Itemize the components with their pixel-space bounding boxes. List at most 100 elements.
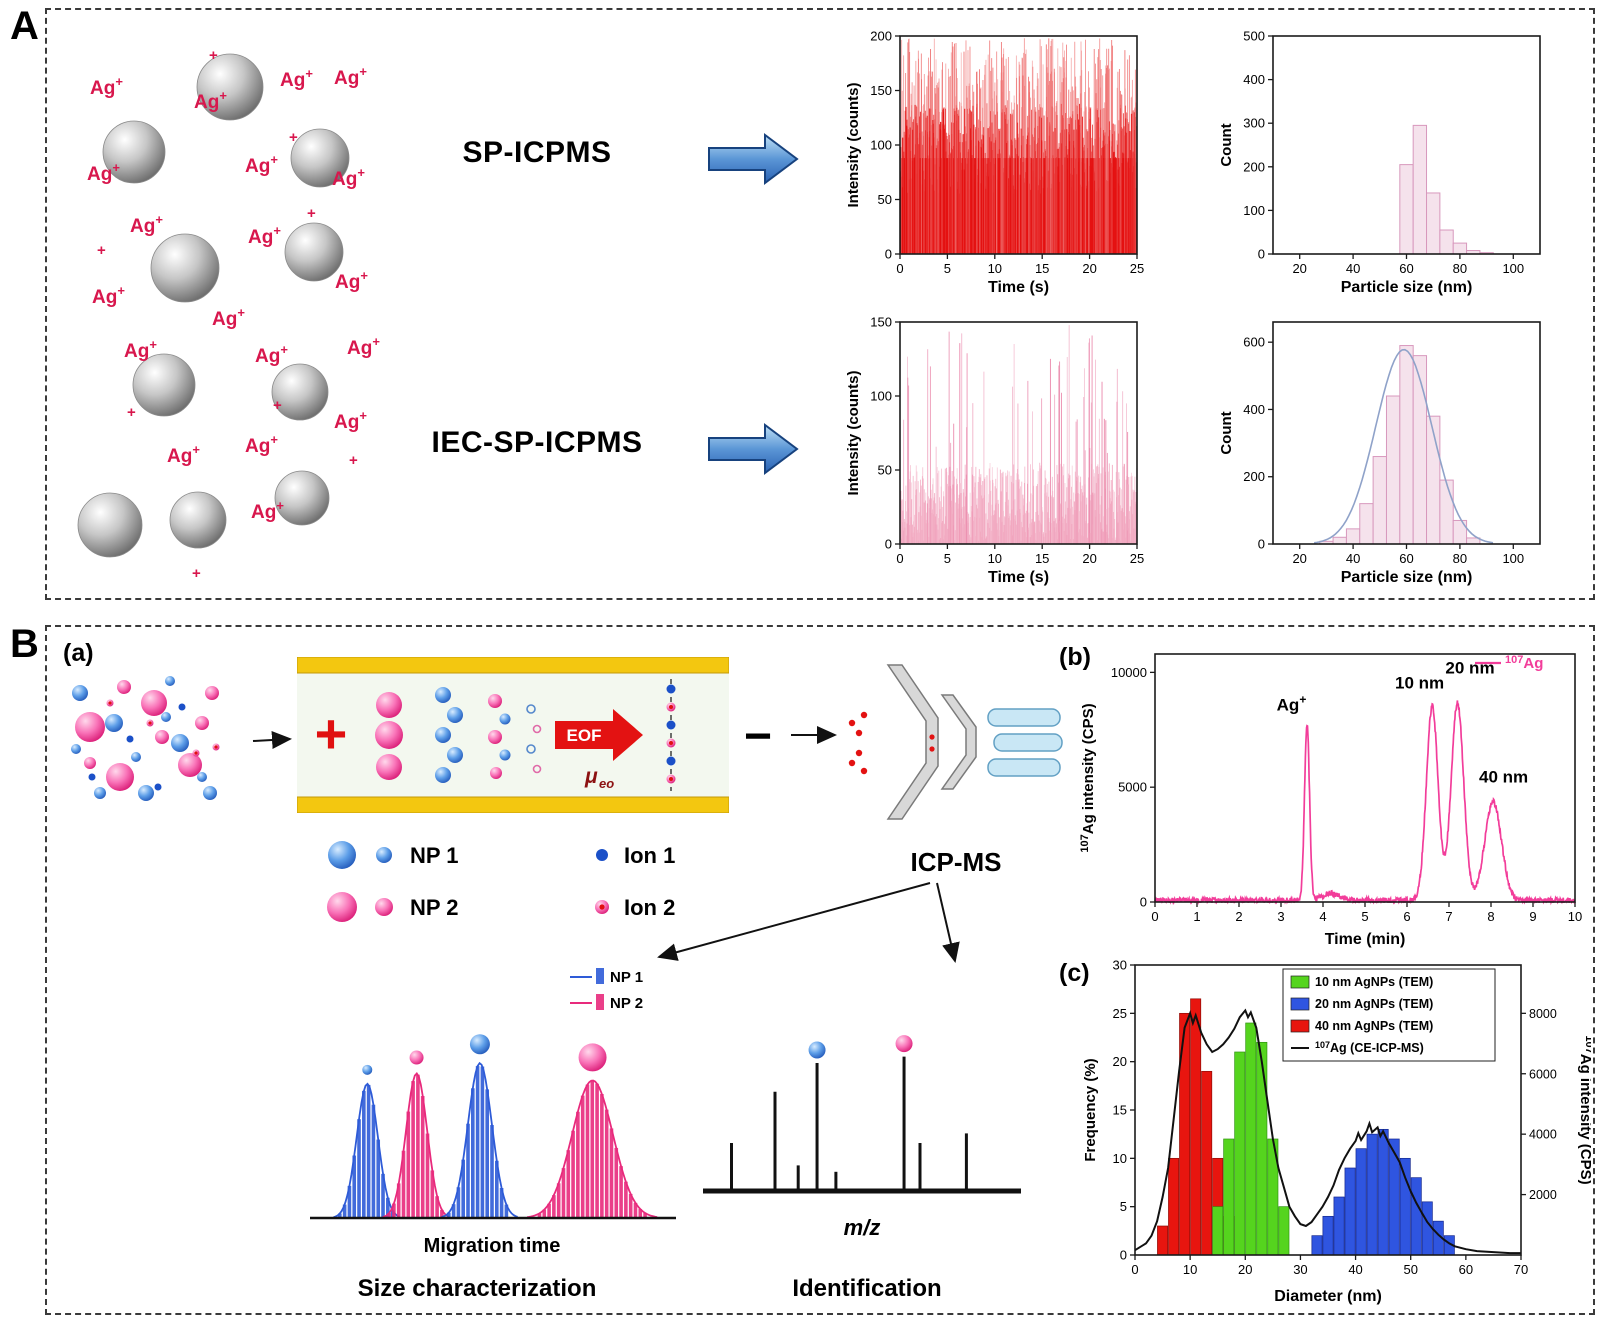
- svg-text:40: 40: [1346, 551, 1360, 566]
- mixture-to-capillary-arrow: [252, 730, 292, 749]
- svg-text:9: 9: [1529, 909, 1536, 924]
- svg-text:100: 100: [870, 389, 892, 404]
- svg-text:+: +: [209, 47, 218, 64]
- svg-text:0: 0: [896, 551, 903, 566]
- svg-text:20: 20: [1082, 551, 1096, 566]
- svg-text:Frequency (%): Frequency (%): [1082, 1058, 1099, 1161]
- svg-text:200: 200: [1243, 469, 1265, 484]
- svg-text:200: 200: [1243, 159, 1265, 174]
- svg-text:+: +: [97, 242, 106, 259]
- analyte-dot: [929, 734, 935, 740]
- svg-text:40 nm: 40 nm: [1479, 768, 1528, 787]
- svg-text:Ag+: Ag+: [347, 334, 380, 359]
- svg-text:NP 1: NP 1: [610, 969, 643, 986]
- np2-small-icon: [375, 898, 393, 916]
- svg-text:400: 400: [1243, 402, 1265, 417]
- ion-spray-dots: [848, 711, 868, 775]
- svg-text:5: 5: [1361, 909, 1368, 924]
- panel-b: (a) + EOF μ eo −: [45, 625, 1595, 1315]
- svg-text:0: 0: [885, 247, 892, 262]
- svg-text:Particle size (nm): Particle size (nm): [1341, 569, 1473, 586]
- svg-text:10: 10: [988, 551, 1002, 566]
- panel-a-label: A: [10, 4, 39, 48]
- svg-text:+: +: [349, 452, 358, 469]
- ion2-label: Ion 2: [624, 895, 675, 920]
- svg-text:107Ag intensity (CPS): 107Ag intensity (CPS): [1577, 1035, 1591, 1184]
- np1-large-icon: [328, 841, 356, 869]
- svg-text:0: 0: [1131, 1262, 1138, 1277]
- svg-text:40: 40: [1348, 1262, 1362, 1277]
- svg-text:Ag+: Ag+: [92, 283, 125, 308]
- svg-text:+: +: [273, 397, 282, 414]
- svg-text:50: 50: [1403, 1262, 1417, 1277]
- svg-text:25: 25: [1130, 261, 1144, 276]
- flow-arrow-icon: [708, 133, 799, 185]
- svg-text:Ag+: Ag+: [332, 165, 365, 190]
- svg-text:0: 0: [1258, 247, 1265, 262]
- svg-text:10: 10: [988, 261, 1002, 276]
- subpanel-c-label: (c): [1059, 959, 1090, 987]
- flow-arrow-icon: [708, 423, 799, 475]
- svg-text:Ag+: Ag+: [280, 66, 313, 91]
- np1-small-icon: [376, 847, 392, 863]
- icpms-to-identification-arrow: [936, 882, 960, 963]
- svg-text:10: 10: [1183, 1262, 1197, 1277]
- svg-text:1: 1: [1193, 909, 1200, 924]
- svg-text:Ag+: Ag+: [124, 337, 157, 362]
- svg-text:30: 30: [1113, 958, 1127, 973]
- svg-text:Ag+: Ag+: [245, 432, 278, 457]
- svg-text:+: +: [307, 205, 316, 222]
- svg-text:5000: 5000: [1118, 780, 1147, 795]
- anode-plus-label: +: [315, 702, 348, 765]
- svg-text:Intensity (counts): Intensity (counts): [845, 82, 862, 207]
- svg-text:8000: 8000: [1529, 1007, 1557, 1021]
- stacked-ions: [666, 684, 676, 784]
- sp-icpms-size-histogram-chart: 20 40 60 80 100 0 100 200 300 400 500 Particle size…: [1215, 28, 1550, 300]
- svg-text:20: 20: [1082, 261, 1096, 276]
- svg-text:6000: 6000: [1529, 1067, 1557, 1081]
- svg-text:3: 3: [1277, 909, 1284, 924]
- svg-text:15: 15: [1035, 551, 1049, 566]
- svg-text:5: 5: [944, 261, 951, 276]
- svg-text:10000: 10000: [1111, 665, 1147, 680]
- svg-text:500: 500: [1243, 29, 1265, 44]
- svg-text:20: 20: [1292, 261, 1306, 276]
- subpanel-b-label: (b): [1059, 643, 1091, 671]
- svg-text:Particle size (nm): Particle size (nm): [1341, 279, 1473, 296]
- eof-label: EOF: [567, 726, 602, 745]
- svg-text:20 nm AgNPs (TEM): 20 nm AgNPs (TEM): [1315, 997, 1433, 1011]
- svg-text:40 nm AgNPs (TEM): 40 nm AgNPs (TEM): [1315, 1019, 1433, 1033]
- svg-text:Ag+: Ag+: [255, 342, 288, 367]
- svg-text:10: 10: [1113, 1151, 1127, 1166]
- sampler-cone: [886, 664, 939, 820]
- analyte-dot: [929, 746, 935, 752]
- svg-text:60: 60: [1459, 1262, 1473, 1277]
- ce-capillary-schematic: + EOF μ eo: [297, 657, 729, 813]
- svg-text:Migration time: Migration time: [424, 1235, 561, 1257]
- svg-text:100: 100: [1502, 261, 1524, 276]
- svg-text:2000: 2000: [1529, 1188, 1557, 1202]
- svg-text:107Ag: 107Ag: [1505, 654, 1543, 672]
- ce-icp-ms-electropherogram-chart: 0 1 2 3 4 5 6 7 8 9 10 0 5000 10000 Time (min) 107Ag in…: [1077, 642, 1589, 952]
- svg-text:Ag+: Ag+: [167, 442, 200, 467]
- svg-text:150: 150: [870, 83, 892, 98]
- svg-text:+: +: [289, 129, 298, 146]
- svg-text:Ag+: Ag+: [194, 88, 227, 113]
- particle-legend: NP 1 NP 2 Ion 1 Ion 2: [327, 841, 675, 922]
- method-label-sp-icpms: SP-ICPMS: [462, 136, 612, 169]
- svg-text:7: 7: [1445, 909, 1452, 924]
- svg-text:60: 60: [1399, 261, 1413, 276]
- np2-large-icon: [327, 892, 357, 922]
- svg-text:0: 0: [1258, 537, 1265, 552]
- svg-text:0: 0: [885, 537, 892, 552]
- svg-text:8: 8: [1487, 909, 1494, 924]
- svg-text:20: 20: [1292, 551, 1306, 566]
- mu-eo-subscript: eo: [599, 776, 614, 791]
- svg-text:Time (s): Time (s): [988, 569, 1049, 586]
- mass-spectrum-chart: m/z: [697, 985, 1027, 1265]
- svg-text:0: 0: [1151, 909, 1158, 924]
- svg-text:100: 100: [1243, 203, 1265, 218]
- svg-text:10 nm: 10 nm: [1395, 673, 1444, 692]
- svg-text:Diameter (nm): Diameter (nm): [1274, 1288, 1382, 1305]
